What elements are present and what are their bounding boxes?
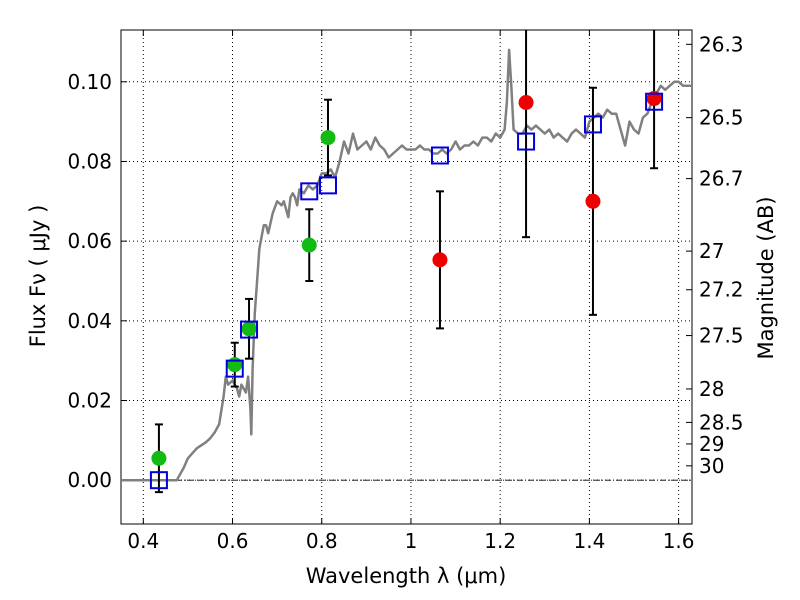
plot-frame bbox=[120, 29, 693, 525]
photometry-point bbox=[301, 237, 317, 253]
y-tick-label: 0.10 bbox=[67, 70, 112, 94]
magnitude-tick-label: 28 bbox=[699, 377, 724, 401]
magnitude-tick-label: 29 bbox=[699, 432, 724, 456]
photometry-point bbox=[432, 252, 448, 268]
marks bbox=[121, 30, 692, 494]
x-tick-label: 1.4 bbox=[573, 529, 605, 553]
grid bbox=[121, 30, 692, 524]
magnitude-tick-label: 26.7 bbox=[699, 167, 744, 191]
y-tick-label: 0.00 bbox=[67, 468, 112, 492]
magnitude-tick-label: 26.3 bbox=[699, 32, 744, 56]
photometry-point bbox=[518, 95, 534, 111]
photometry-point bbox=[151, 450, 167, 466]
model-flux-square bbox=[430, 146, 449, 165]
data-layer bbox=[121, 30, 692, 494]
model-flux-square bbox=[225, 359, 244, 378]
magnitude-tick-label: 27.5 bbox=[699, 324, 744, 348]
y-tick-label: 0.04 bbox=[67, 309, 112, 333]
y-tick-label: 0.08 bbox=[67, 149, 112, 173]
model-flux-square bbox=[517, 132, 536, 151]
model-flux-square bbox=[583, 115, 602, 134]
magnitude-tick-label: 30 bbox=[699, 454, 724, 478]
model-flux-square bbox=[318, 176, 337, 195]
photometry-point bbox=[241, 321, 257, 337]
y-tick-label: 0.06 bbox=[67, 229, 112, 253]
x-tick-label: 1.6 bbox=[663, 529, 695, 553]
photometry-point bbox=[646, 91, 662, 107]
magnitude-tick-label: 27.2 bbox=[699, 278, 744, 302]
x-tick-label: 0.4 bbox=[127, 529, 159, 553]
x-tick-label: 1 bbox=[405, 529, 418, 553]
model-spectrum-line bbox=[121, 48, 692, 482]
photometry-point bbox=[320, 130, 336, 146]
magnitude-tick-label: 26.5 bbox=[699, 106, 744, 130]
x-axis-label: Wavelength λ (μm) bbox=[306, 564, 507, 588]
x-tick-label: 0.8 bbox=[306, 529, 338, 553]
y-axis-label: Flux Fν ( μJy ) bbox=[26, 205, 50, 348]
magnitude-tick-label: 27 bbox=[699, 239, 724, 263]
axes: 0.4 0.6 0.8 1 1.2 1.4 1.6 0.00 0.02 0.04 0.06 0.08 0… bbox=[67, 29, 744, 553]
model-flux-square bbox=[645, 92, 664, 111]
right-axis-label: Magnitude (AB) bbox=[754, 196, 778, 359]
photometry-point bbox=[585, 193, 601, 209]
magnitude-tick-label: 28.5 bbox=[699, 410, 744, 434]
model-flux-square bbox=[300, 182, 319, 201]
photometry-point bbox=[227, 357, 243, 373]
x-tick-label: 0.6 bbox=[217, 529, 249, 553]
model-flux-square bbox=[149, 471, 168, 490]
model-flux-square bbox=[240, 320, 259, 339]
x-tick-label: 1.2 bbox=[484, 529, 516, 553]
y-tick-label: 0.02 bbox=[67, 389, 112, 413]
